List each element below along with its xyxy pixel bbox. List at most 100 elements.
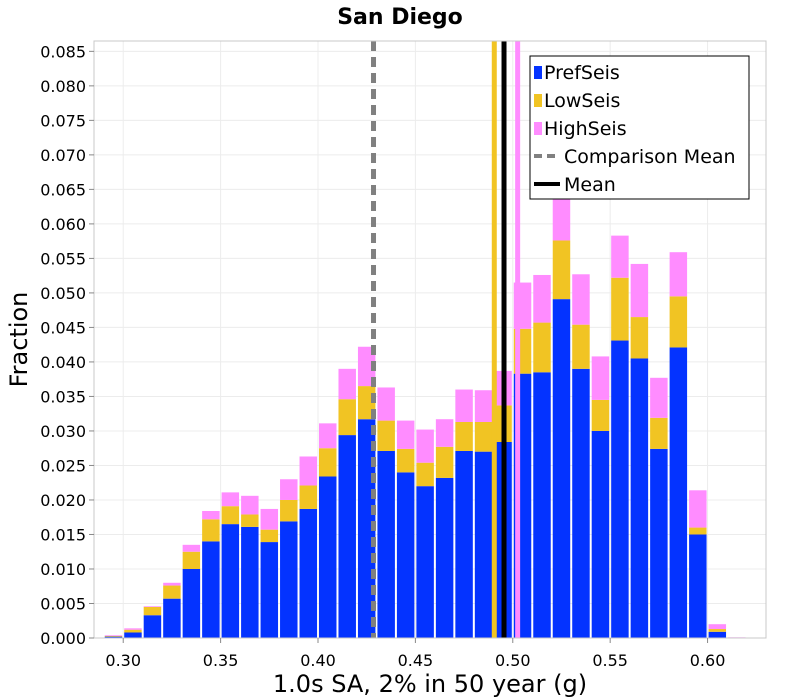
legend-label: PrefSeis xyxy=(544,62,620,84)
bar-prefseis xyxy=(124,632,142,638)
x-axis: 0.30 0.35 0.40 0.45 0.50 0.55 0.60 xyxy=(105,638,725,670)
bar-highseis xyxy=(572,274,590,325)
histogram-bars xyxy=(104,186,746,638)
y-tick-label: 0.080 xyxy=(40,77,86,96)
y-tick-label: 0.060 xyxy=(40,215,86,234)
bar-prefseis xyxy=(689,534,707,638)
legend-label: LowSeis xyxy=(544,90,620,112)
bar-prefseis xyxy=(552,299,571,638)
x-tick-label: 0.40 xyxy=(300,651,336,670)
y-tick-label: 0.000 xyxy=(40,629,86,648)
x-axis-title: 1.0s SA, 2% in 50 year (g) xyxy=(273,670,587,698)
bar-lowseis xyxy=(221,506,240,525)
y-tick-label: 0.070 xyxy=(40,146,86,165)
bar-lowseis xyxy=(669,296,688,348)
bar-prefseis xyxy=(319,476,337,638)
bar-highseis xyxy=(319,423,337,449)
bar-lowseis xyxy=(202,519,220,542)
bar-highseis xyxy=(182,544,201,552)
mean-lines xyxy=(371,41,521,638)
bar-lowseis xyxy=(377,420,395,451)
legend-swatch-lowseis xyxy=(534,94,542,107)
bar-prefseis xyxy=(611,340,629,638)
bar-highseis xyxy=(143,606,162,607)
bar-highseis xyxy=(689,490,707,528)
bar-lowseis xyxy=(708,629,727,632)
bar-highseis xyxy=(416,429,434,463)
bar-prefseis xyxy=(260,542,279,638)
bar-lowseis xyxy=(533,322,551,373)
bar-lowseis xyxy=(124,629,142,633)
bar-prefseis xyxy=(299,508,317,638)
bar-lowseis xyxy=(572,324,590,369)
bar-prefseis xyxy=(338,435,356,638)
y-tick-label: 0.050 xyxy=(40,284,86,303)
bar-highseis xyxy=(630,263,649,318)
x-tick-label: 0.50 xyxy=(495,651,531,670)
bar-lowseis xyxy=(611,277,629,341)
x-tick-label: 0.45 xyxy=(398,651,434,670)
bar-highseis xyxy=(163,582,181,586)
bar-highseis xyxy=(104,635,123,636)
bar-lowseis xyxy=(104,635,123,637)
bar-prefseis xyxy=(650,448,668,638)
bar-lowseis xyxy=(143,606,162,616)
bar-highseis xyxy=(533,274,551,323)
chart-title: San Diego xyxy=(337,5,463,30)
bar-highseis xyxy=(474,390,493,422)
x-tick-label: 0.35 xyxy=(203,651,239,670)
bar-prefseis xyxy=(669,347,688,638)
bar-lowseis xyxy=(552,240,571,300)
bar-prefseis xyxy=(708,631,727,638)
bar-lowseis xyxy=(241,514,259,527)
bar-prefseis xyxy=(163,598,181,638)
y-tick-label: 0.075 xyxy=(40,111,86,130)
y-tick-label: 0.040 xyxy=(40,353,86,372)
bar-lowseis xyxy=(396,448,415,473)
bar-highseis xyxy=(241,495,259,515)
bar-prefseis xyxy=(202,541,220,638)
bar-prefseis xyxy=(474,451,493,638)
bar-prefseis xyxy=(435,477,454,638)
bar-lowseis xyxy=(182,551,201,569)
y-tick-label: 0.025 xyxy=(40,456,86,475)
y-tick-label: 0.030 xyxy=(40,422,86,441)
bar-prefseis xyxy=(104,636,123,638)
bar-prefseis xyxy=(143,615,162,638)
bar-highseis xyxy=(396,420,415,449)
bar-highseis xyxy=(357,346,376,387)
bar-highseis xyxy=(435,419,454,447)
y-tick-label: 0.005 xyxy=(40,594,86,613)
bar-lowseis xyxy=(455,421,473,451)
legend-label: Mean xyxy=(564,174,616,196)
bar-highseis xyxy=(455,389,473,422)
y-tick-label: 0.085 xyxy=(40,42,86,61)
legend-swatch-prefseis xyxy=(534,66,542,79)
bar-highseis xyxy=(124,628,142,630)
x-tick-label: 0.55 xyxy=(592,651,628,670)
bar-lowseis xyxy=(474,421,493,452)
bar-prefseis xyxy=(533,372,551,638)
y-axis: 0.000 0.005 0.010 0.015 0.020 0.025 0.030 0.035… xyxy=(40,42,94,648)
bar-highseis xyxy=(280,479,298,500)
bar-prefseis xyxy=(591,430,610,638)
bar-lowseis xyxy=(299,485,317,509)
bar-prefseis xyxy=(280,521,298,638)
bar-lowseis xyxy=(689,527,707,535)
y-tick-label: 0.015 xyxy=(40,525,86,544)
bar-lowseis xyxy=(416,462,434,487)
bar-lowseis xyxy=(630,317,649,359)
bar-highseis xyxy=(260,508,279,530)
bar-lowseis xyxy=(591,399,610,431)
y-tick-label: 0.065 xyxy=(40,180,86,199)
legend: PrefSeis LowSeis HighSeis Comparison Mean Me… xyxy=(529,55,750,200)
bar-lowseis xyxy=(319,448,337,477)
bar-prefseis xyxy=(572,368,590,638)
bar-lowseis xyxy=(650,417,668,449)
legend-label: Comparison Mean xyxy=(564,146,736,168)
bar-prefseis xyxy=(182,568,201,638)
bar-lowseis xyxy=(435,446,454,478)
bar-highseis xyxy=(611,235,629,278)
bar-lowseis xyxy=(260,529,279,543)
